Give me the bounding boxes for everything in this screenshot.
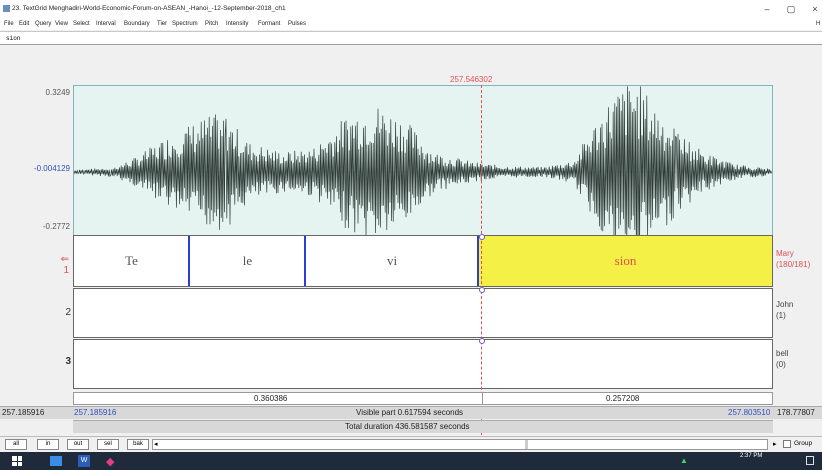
zoom-selection-button[interactable]: sel — [97, 439, 119, 450]
tray-up-icon[interactable]: ▲ — [680, 456, 688, 465]
zoom-all-button[interactable]: all — [5, 439, 27, 450]
editor-area: 257.546302 0.3249 -0.004129 -0.2772 ⇐ 1 … — [0, 46, 822, 445]
waveform-svg — [73, 86, 772, 261]
tier-1-number: ⇐ 1 — [60, 254, 69, 276]
praat-icon[interactable]: ◆ — [106, 456, 115, 468]
menu-bar: File Edit Query View Select Interval Bou… — [0, 18, 822, 30]
menu-edit[interactable]: Edit — [19, 21, 30, 27]
group-label: Group — [794, 440, 813, 447]
zoom-in-button[interactable]: in — [37, 439, 59, 450]
menu-view[interactable]: View — [55, 21, 68, 27]
zoom-button-bar: all in out sel bak ◂ ▸ Group — [0, 436, 822, 452]
group-checkbox[interactable] — [783, 440, 791, 448]
tier-3-label: bell (0) — [776, 349, 789, 369]
taskbar-clock[interactable]: 2:37 PM — [740, 453, 763, 459]
menu-tier[interactable]: Tier — [157, 21, 168, 27]
duration-divider — [482, 393, 483, 405]
visible-start-time[interactable]: 257.185916 — [74, 408, 117, 417]
tier-3-number: 3 — [65, 356, 71, 367]
zoom-back-button[interactable]: bak — [127, 439, 149, 450]
window-title: 23. TextGrid Menghadiri-World-Economic-F… — [12, 5, 286, 12]
menu-interval[interactable]: Interval — [96, 21, 116, 27]
tier-1-interval-vi[interactable]: vi — [386, 253, 398, 268]
scroll-left-icon[interactable]: ◂ — [154, 441, 158, 448]
tier-1-boundary[interactable] — [188, 236, 190, 286]
tier-2-john[interactable] — [73, 288, 773, 338]
wave-y-mid: -0.004129 — [33, 164, 70, 173]
menu-spectrum[interactable]: Spectrum — [172, 21, 198, 27]
tier-3-bell[interactable] — [73, 339, 773, 389]
tier-2-number: 2 — [65, 307, 71, 318]
wave-y-max: 0.3249 — [45, 88, 70, 97]
file-explorer-icon[interactable] — [50, 456, 62, 466]
tier-1-mary[interactable]: Te le vi sion — [73, 235, 773, 287]
tier-1-interval-le[interactable]: le — [242, 253, 253, 268]
tier-1-interval-te[interactable]: Te — [125, 253, 138, 268]
menu-pulses[interactable]: Pulses — [288, 21, 307, 27]
windows-start-icon[interactable] — [12, 456, 22, 466]
menu-pitch[interactable]: Pitch — [205, 21, 219, 27]
menu-query[interactable]: Query — [35, 21, 52, 27]
scroll-right-icon[interactable]: ▸ — [773, 441, 777, 448]
word-icon[interactable]: W — [78, 455, 90, 467]
cursor-line — [481, 85, 482, 445]
interval-text-field[interactable]: sion — [0, 31, 822, 45]
menu-help[interactable]: H — [816, 21, 821, 27]
menu-boundary[interactable]: Boundary — [124, 21, 150, 27]
boundary-handle-icon[interactable] — [479, 287, 485, 293]
scroll-thumb[interactable] — [525, 440, 528, 449]
close-button[interactable]: × — [812, 4, 818, 14]
boundary-handle-icon[interactable] — [479, 338, 485, 344]
tier-1-arrow-icon: ⇐ — [60, 254, 69, 265]
app-icon — [3, 5, 10, 12]
zoom-out-button[interactable]: out — [67, 439, 89, 450]
tier-1-boundary[interactable] — [304, 236, 306, 286]
total-duration-label[interactable]: Total duration 436.581587 seconds — [345, 422, 470, 431]
window-start-time: 257.185916 — [2, 408, 45, 417]
menu-intensity[interactable]: Intensity — [226, 21, 249, 27]
menu-select[interactable]: Select — [73, 21, 90, 27]
tier-1-boundary[interactable] — [477, 236, 479, 286]
visible-end-time[interactable]: 257.803510 — [728, 408, 771, 417]
left-interval-duration[interactable]: 0.360386 — [254, 394, 288, 403]
horizontal-scrollbar[interactable]: ◂ — [152, 439, 768, 450]
cursor-time-label: 257.546302 — [450, 75, 493, 84]
title-bar: 23. TextGrid Menghadiri-World-Economic-F… — [0, 0, 822, 18]
visible-part-bar[interactable]: 257.185916 257.185916 Visible part 0.617… — [0, 406, 822, 419]
tier-1-interval-sion-selected[interactable]: sion — [479, 236, 772, 286]
tier-2-label: John (1) — [776, 300, 794, 320]
window-end-time: 178.77807 — [777, 408, 815, 417]
interval-duration-bar[interactable]: 0.360386 0.257208 — [73, 392, 773, 405]
boundary-handle-icon[interactable] — [479, 234, 485, 240]
taskbar: W ◆ ▲ 2:37 PM — [0, 452, 822, 470]
maximize-button[interactable]: ▢ — [786, 4, 796, 14]
right-interval-duration[interactable]: 0.257208 — [606, 394, 640, 403]
menu-file[interactable]: File — [4, 21, 14, 27]
menu-formant[interactable]: Formant — [258, 21, 281, 27]
total-duration-bar[interactable]: Total duration 436.581587 seconds — [73, 420, 773, 433]
tier-1-label: Mary (180/181) — [776, 249, 811, 269]
notification-icon[interactable] — [806, 456, 814, 465]
waveform-signal — [73, 86, 772, 261]
minimize-button[interactable]: – — [764, 4, 770, 14]
visible-part-label[interactable]: Visible part 0.617594 seconds — [356, 408, 464, 417]
wave-y-min: -0.2772 — [42, 222, 70, 231]
